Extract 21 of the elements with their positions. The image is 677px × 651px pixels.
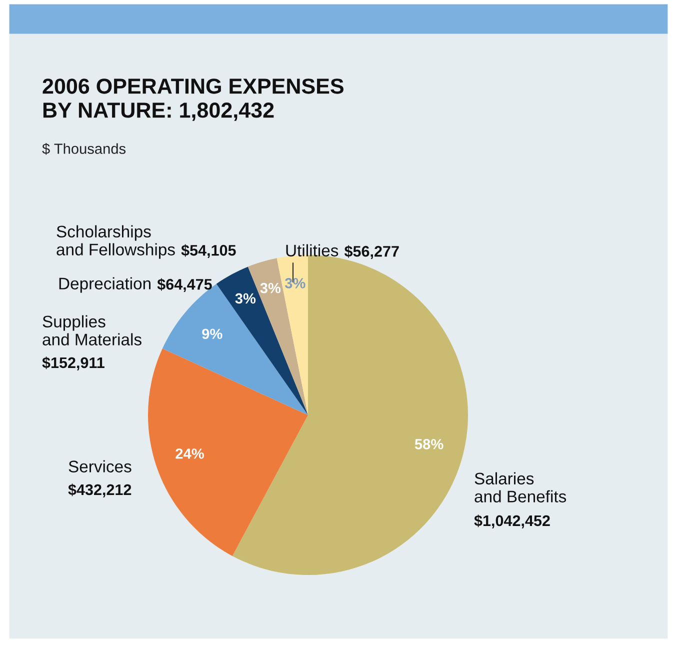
chart-subtitle: $ Thousands bbox=[42, 142, 126, 155]
pie-slice bbox=[148, 348, 308, 556]
chart-title: 2006 OPERATING EXPENSES BY NATURE: 1,802,432 bbox=[42, 78, 344, 121]
slice-label: Depreciation bbox=[59, 277, 150, 293]
text: 58% bbox=[414, 439, 444, 450]
data-label: $152,911 bbox=[42, 356, 104, 370]
text: 9% bbox=[202, 328, 222, 340]
data-label: $432,212 bbox=[68, 484, 132, 498]
data-label: $56,277 bbox=[344, 245, 399, 259]
text: 3% bbox=[235, 293, 256, 304]
text: 3% bbox=[260, 282, 281, 294]
data-label: $1,042,452 bbox=[474, 514, 550, 528]
slice-label: Scholarships and Fellowships bbox=[56, 225, 175, 259]
slice-label: Supplies and Materials bbox=[42, 315, 142, 346]
slice-label: Utilities bbox=[286, 244, 338, 256]
slice-label: Services bbox=[68, 460, 132, 472]
slice-label: Salaries and Benefits bbox=[474, 472, 566, 502]
text: 24% bbox=[176, 448, 204, 459]
text: 3% bbox=[284, 278, 306, 288]
data-label: $54,105 bbox=[181, 244, 236, 258]
data-label: $64,475 bbox=[157, 278, 212, 292]
